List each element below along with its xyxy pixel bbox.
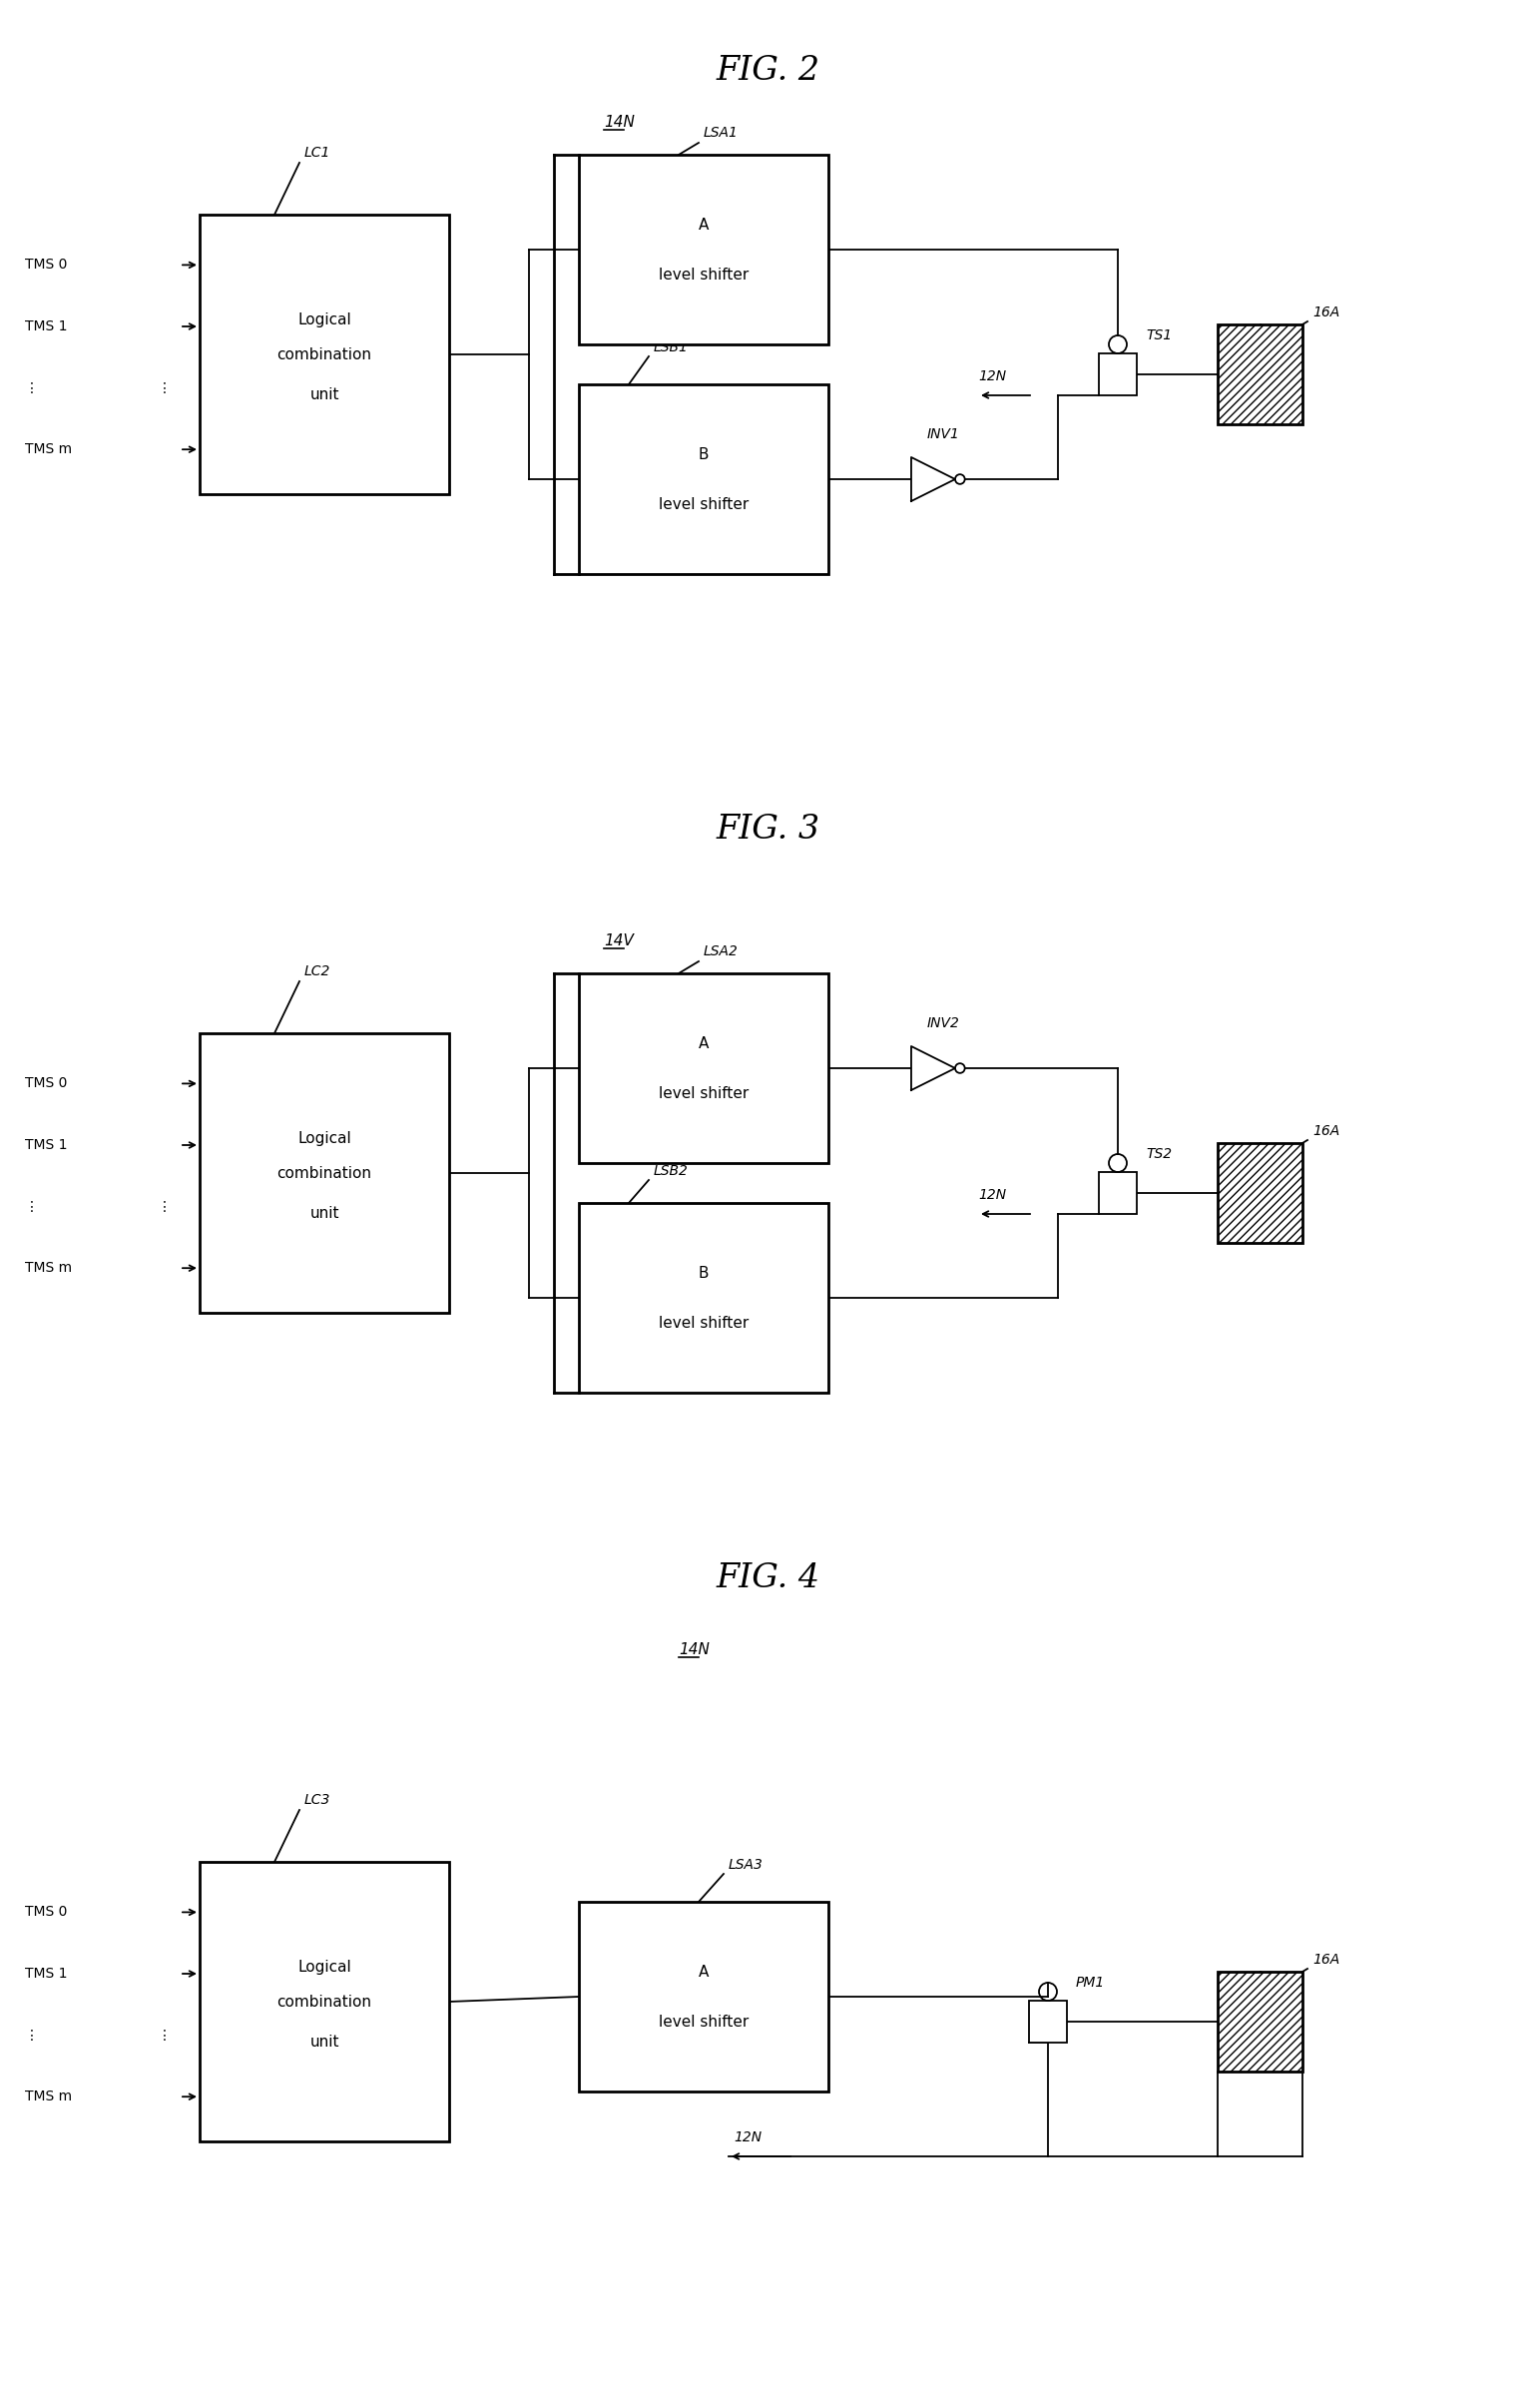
Text: TMS m: TMS m	[25, 442, 72, 457]
Text: LSA3: LSA3	[728, 1858, 764, 1872]
Text: TMS m: TMS m	[25, 2090, 72, 2104]
Bar	[1100, 354, 1137, 395]
Text: B: B	[698, 447, 708, 461]
Text: 16A: 16A	[1312, 1124, 1340, 1138]
Text: 16A: 16A	[1312, 1953, 1340, 1968]
Text: ⋮: ⋮	[157, 380, 171, 395]
Text: unit: unit	[310, 1205, 339, 1219]
Text: TMS 1: TMS 1	[25, 1138, 68, 1152]
Text: 12N: 12N	[733, 2130, 762, 2145]
Text: LC1: LC1	[305, 146, 331, 160]
Text: FIG. 3: FIG. 3	[716, 813, 821, 846]
Text: 14N: 14N	[679, 1643, 710, 1657]
Text: Logical: Logical	[297, 1131, 351, 1145]
Text: Logical: Logical	[297, 1958, 351, 1975]
Text: PM1: PM1	[1076, 1975, 1106, 1989]
Text: A: A	[699, 218, 708, 232]
Text: unit: unit	[310, 2035, 339, 2049]
Bar	[579, 1203, 829, 1392]
Text: 14V: 14V	[604, 932, 633, 949]
Text: level shifter: level shifter	[659, 1315, 748, 1329]
Bar	[1100, 1172, 1137, 1215]
Text: B: B	[698, 1265, 708, 1279]
Text: TMS 0: TMS 0	[25, 1906, 68, 1920]
Text: LSA2: LSA2	[704, 944, 739, 959]
Bar	[1218, 1143, 1303, 1243]
Text: ⋮: ⋮	[25, 2028, 39, 2042]
Text: level shifter: level shifter	[659, 497, 748, 512]
Bar	[200, 1863, 450, 2142]
Text: TMS 0: TMS 0	[25, 258, 68, 273]
Text: ⋮: ⋮	[157, 2028, 171, 2042]
Bar	[1218, 325, 1303, 423]
Text: combination: combination	[277, 347, 371, 361]
Bar	[579, 1901, 829, 2092]
Text: level shifter: level shifter	[659, 268, 748, 282]
Text: INV1: INV1	[927, 428, 959, 442]
Bar	[579, 155, 829, 344]
Text: combination: combination	[277, 1164, 371, 1181]
Text: TMS 1: TMS 1	[25, 320, 68, 332]
Polygon shape	[912, 1047, 955, 1090]
Text: TS2: TS2	[1146, 1148, 1172, 1162]
Text: combination: combination	[277, 1994, 371, 2008]
Text: level shifter: level shifter	[659, 1086, 748, 1100]
Text: ⋮: ⋮	[25, 380, 39, 395]
Text: ⋮: ⋮	[157, 1200, 171, 1215]
Text: unit: unit	[310, 387, 339, 402]
Text: TMS 0: TMS 0	[25, 1076, 68, 1090]
Text: 12N: 12N	[978, 368, 1006, 383]
Bar	[579, 973, 829, 1162]
Text: TS1: TS1	[1146, 328, 1172, 342]
Text: FIG. 2: FIG. 2	[716, 55, 821, 86]
Text: LC3: LC3	[305, 1793, 331, 1808]
Bar	[200, 1033, 450, 1313]
Bar	[579, 385, 829, 574]
Text: LSB2: LSB2	[653, 1164, 688, 1179]
Polygon shape	[912, 457, 955, 502]
Bar	[200, 215, 450, 495]
Text: 12N: 12N	[978, 1188, 1006, 1203]
Text: INV2: INV2	[927, 1016, 959, 1031]
Bar	[1218, 1973, 1303, 2071]
Text: TMS m: TMS m	[25, 1260, 72, 1274]
Text: FIG. 4: FIG. 4	[716, 1561, 821, 1595]
Text: TMS 1: TMS 1	[25, 1968, 68, 1980]
Text: 16A: 16A	[1312, 306, 1340, 320]
Text: Logical: Logical	[297, 311, 351, 328]
Text: LSA1: LSA1	[704, 127, 739, 139]
Text: LSB1: LSB1	[653, 340, 688, 354]
Text: level shifter: level shifter	[659, 2013, 748, 2030]
Text: ⋮: ⋮	[25, 1200, 39, 1215]
Text: 14N: 14N	[604, 115, 634, 129]
Text: LC2: LC2	[305, 964, 331, 978]
Text: A: A	[699, 1965, 708, 1980]
Text: A: A	[699, 1035, 708, 1050]
Bar	[1029, 2001, 1067, 2042]
